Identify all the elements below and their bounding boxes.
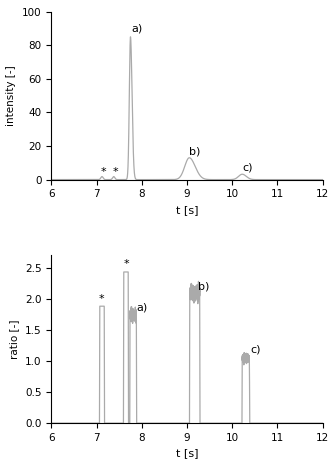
Text: *: * [100, 167, 106, 177]
Text: *: * [124, 259, 129, 270]
Text: a): a) [132, 23, 143, 33]
Y-axis label: intensity [-]: intensity [-] [6, 65, 17, 126]
Text: a): a) [136, 302, 148, 312]
X-axis label: t [s]: t [s] [176, 448, 198, 458]
Y-axis label: ratio [-]: ratio [-] [9, 319, 20, 359]
X-axis label: t [s]: t [s] [176, 205, 198, 215]
Text: *: * [98, 294, 104, 304]
Text: c): c) [250, 345, 261, 355]
Text: b): b) [198, 281, 210, 291]
Text: *: * [112, 167, 118, 177]
Text: c): c) [242, 163, 253, 173]
Text: b): b) [189, 146, 201, 156]
